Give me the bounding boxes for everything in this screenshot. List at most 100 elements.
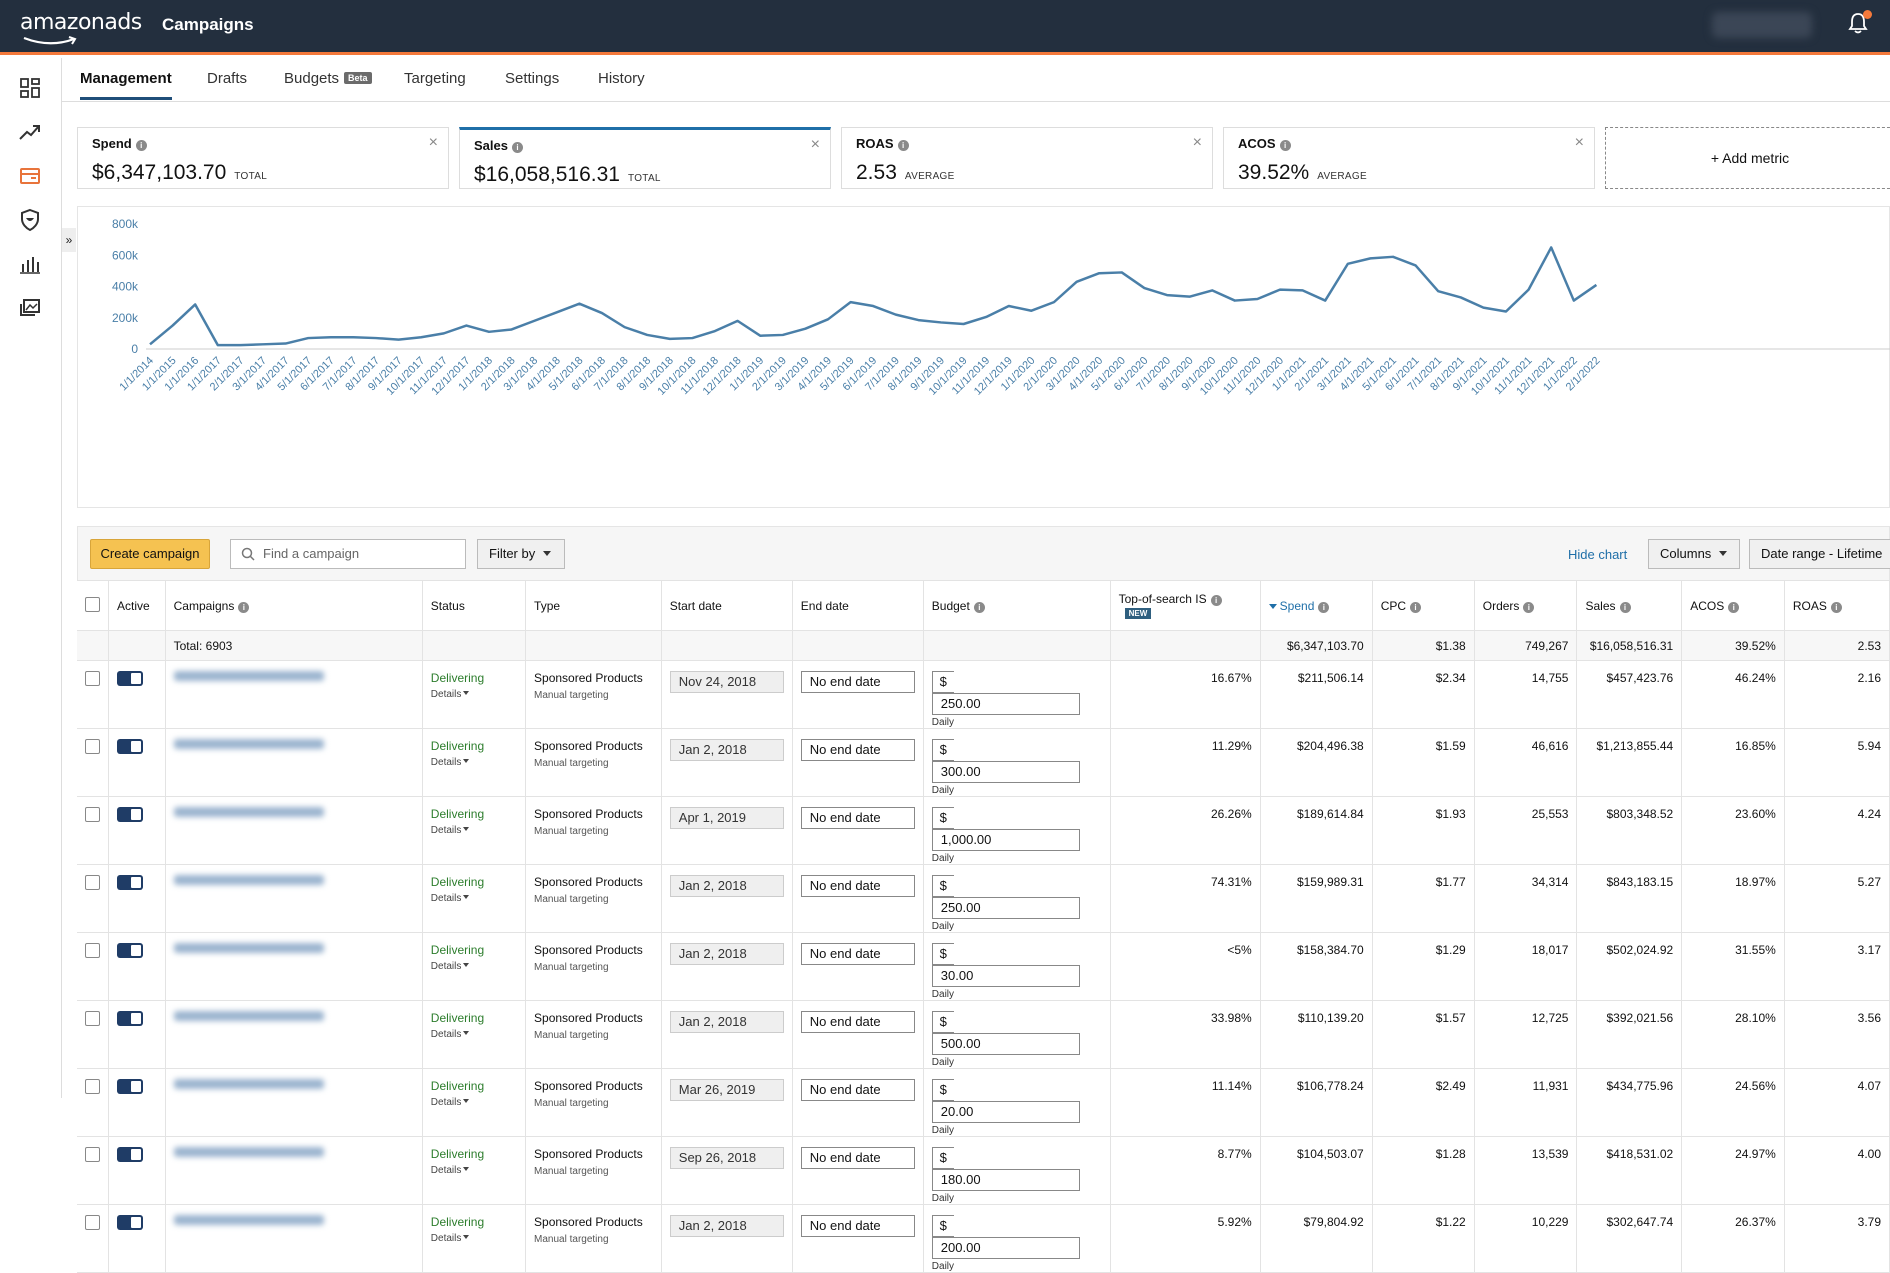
details-dropdown[interactable]: Details <box>431 689 517 700</box>
metric-card-acos[interactable]: ACOS i × 39.52% AVERAGE <box>1223 127 1595 189</box>
col-type[interactable]: Type <box>525 580 662 631</box>
close-icon[interactable]: × <box>810 136 820 153</box>
budget-input[interactable]: 300.00 <box>931 761 1080 783</box>
close-icon[interactable]: × <box>1192 134 1202 151</box>
add-metric-button[interactable]: + Add metric <box>1605 127 1890 189</box>
active-toggle[interactable] <box>117 1147 143 1162</box>
col-sales[interactable]: Sales i <box>1576 580 1683 631</box>
end-date-field[interactable]: No end date <box>800 807 915 829</box>
close-icon[interactable]: × <box>428 134 438 151</box>
campaign-name-link[interactable] <box>173 739 324 749</box>
campaign-name-link[interactable] <box>173 1147 324 1157</box>
campaign-name-link[interactable] <box>173 1215 324 1225</box>
trend-icon[interactable] <box>18 120 42 144</box>
date-range-dropdown[interactable]: Date range - Lifetime <box>1749 539 1890 569</box>
user-account-menu[interactable] <box>1712 12 1812 38</box>
budget-input[interactable]: 250.00 <box>931 693 1080 715</box>
campaign-name-link[interactable] <box>173 1079 324 1089</box>
details-dropdown[interactable]: Details <box>431 1097 517 1108</box>
metric-card-sales[interactable]: Sales i × $16,058,516.31 TOTAL <box>459 127 831 189</box>
campaign-name-link[interactable] <box>173 807 324 817</box>
end-date-field[interactable]: No end date <box>800 1147 915 1169</box>
col-roas[interactable]: ROAS i <box>1784 580 1890 631</box>
create-campaign-button[interactable]: Create campaign <box>90 539 210 569</box>
col-end-date[interactable]: End date <box>792 580 924 631</box>
active-toggle[interactable] <box>117 875 143 890</box>
close-icon[interactable]: × <box>1574 134 1584 151</box>
notifications-bell-icon[interactable] <box>1848 10 1872 39</box>
tab-settings[interactable]: Settings <box>505 70 560 87</box>
end-date-field[interactable]: No end date <box>800 1215 915 1237</box>
row-checkbox[interactable] <box>85 875 100 890</box>
row-checkbox[interactable] <box>85 1079 100 1094</box>
campaign-name-link[interactable] <box>173 1011 324 1021</box>
tab-budgets[interactable]: Budgets Beta <box>284 70 372 97</box>
row-checkbox[interactable] <box>85 1011 100 1026</box>
row-checkbox[interactable] <box>85 671 100 686</box>
sidebar-expand-button[interactable]: » <box>62 228 76 252</box>
col-cpc[interactable]: CPC i <box>1372 580 1475 631</box>
budget-input[interactable]: 500.00 <box>931 1033 1080 1055</box>
end-date-field[interactable]: No end date <box>800 1011 915 1033</box>
columns-dropdown[interactable]: Columns <box>1648 539 1740 569</box>
details-dropdown[interactable]: Details <box>431 961 517 972</box>
campaign-name-link[interactable] <box>173 943 324 953</box>
budget-input[interactable]: 30.00 <box>931 965 1080 987</box>
details-dropdown[interactable]: Details <box>431 893 517 904</box>
end-date-field[interactable]: No end date <box>800 1079 915 1101</box>
col-spend[interactable]: Spend i <box>1260 580 1373 631</box>
details-dropdown[interactable]: Details <box>431 757 517 768</box>
budget-input[interactable]: 200.00 <box>931 1237 1080 1259</box>
end-date-field[interactable]: No end date <box>800 671 915 693</box>
col-active[interactable]: Active <box>108 580 166 631</box>
row-checkbox[interactable] <box>85 1215 100 1230</box>
active-toggle[interactable] <box>117 739 143 754</box>
col-campaigns[interactable]: Campaigns i <box>165 580 423 631</box>
hide-chart-link[interactable]: Hide chart <box>1568 547 1628 562</box>
row-checkbox[interactable] <box>85 1147 100 1162</box>
filter-by-dropdown[interactable]: Filter by <box>477 539 565 569</box>
col-start-date[interactable]: Start date <box>661 580 793 631</box>
select-all-checkbox[interactable] <box>85 596 100 612</box>
tab-drafts[interactable]: Drafts <box>207 70 248 87</box>
campaign-name-link[interactable] <box>173 875 324 885</box>
tab-management[interactable]: Management <box>80 70 172 100</box>
row-checkbox[interactable] <box>85 943 100 958</box>
row-checkbox[interactable] <box>85 807 100 822</box>
active-toggle[interactable] <box>117 943 143 958</box>
col-top-of-search[interactable]: Top-of-search IS i NEW <box>1110 580 1261 631</box>
budget-input[interactable]: 250.00 <box>931 897 1080 919</box>
end-date-field[interactable]: No end date <box>800 739 915 761</box>
tab-history[interactable]: History <box>598 70 645 87</box>
amazon-ads-logo[interactable]: amazonads <box>20 10 142 45</box>
tab-targeting[interactable]: Targeting <box>404 70 466 87</box>
details-dropdown[interactable]: Details <box>431 1029 517 1040</box>
campaign-name-link[interactable] <box>173 671 324 681</box>
col-acos[interactable]: ACOS i <box>1681 580 1785 631</box>
col-budget[interactable]: Budget i <box>923 580 1111 631</box>
col-orders[interactable]: Orders i <box>1474 580 1578 631</box>
campaign-card-icon[interactable] <box>18 164 42 188</box>
active-toggle[interactable] <box>117 671 143 686</box>
active-toggle[interactable] <box>117 1215 143 1230</box>
dashboard-icon[interactable] <box>18 76 42 100</box>
metric-card-roas[interactable]: ROAS i × 2.53 AVERAGE <box>841 127 1213 189</box>
shield-icon[interactable] <box>18 208 42 232</box>
metric-card-spend[interactable]: Spend i × $6,347,103.70 TOTAL <box>77 127 449 189</box>
row-checkbox[interactable] <box>85 739 100 754</box>
active-toggle[interactable] <box>117 1079 143 1094</box>
budget-input[interactable]: 1,000.00 <box>931 829 1080 851</box>
bar-chart-icon[interactable] <box>18 252 42 276</box>
budget-input[interactable]: 20.00 <box>931 1101 1080 1123</box>
gallery-icon[interactable] <box>18 296 42 320</box>
details-dropdown[interactable]: Details <box>431 1165 517 1176</box>
active-toggle[interactable] <box>117 807 143 822</box>
budget-input[interactable]: 180.00 <box>931 1169 1080 1191</box>
end-date-field[interactable]: No end date <box>800 875 915 897</box>
active-toggle[interactable] <box>117 1011 143 1026</box>
end-date-field[interactable]: No end date <box>800 943 915 965</box>
find-campaign-input[interactable]: Find a campaign <box>230 539 466 569</box>
details-dropdown[interactable]: Details <box>431 1233 517 1244</box>
col-status[interactable]: Status <box>422 580 527 631</box>
details-dropdown[interactable]: Details <box>431 825 517 836</box>
